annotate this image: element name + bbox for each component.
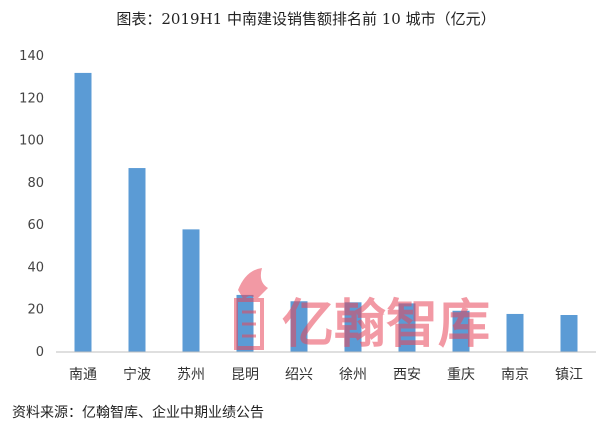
watermark: 亿翰智库	[234, 268, 490, 355]
y-tick-label: 20	[27, 303, 44, 318]
x-tick-label: 西安	[393, 367, 421, 383]
y-tick-label: 0	[36, 345, 44, 360]
bar	[560, 315, 578, 352]
bars	[74, 72, 578, 353]
bar	[128, 168, 146, 352]
y-tick-label: 80	[27, 176, 44, 191]
x-tick-label: 苏州	[177, 367, 205, 383]
bar	[398, 303, 416, 352]
source-note: 资料来源：亿翰智库、企业中期业绩公告	[12, 405, 264, 421]
x-tick-label: 宁波	[123, 366, 151, 383]
y-tick-label: 140	[19, 49, 44, 64]
x-tick-label: 镇江	[555, 367, 583, 383]
chart-title: 图表：2019H1 中南建设销售额排名前 10 城市（亿元）	[116, 10, 496, 28]
y-tick-label: 40	[27, 260, 44, 275]
x-tick-label: 南京	[501, 367, 529, 383]
bar	[344, 302, 362, 352]
y-axis-ticks: 0 20 40 60 80 100 120 140	[19, 49, 44, 360]
y-tick-label: 120	[19, 91, 44, 106]
bar	[452, 310, 470, 352]
y-tick-label: 100	[19, 134, 44, 149]
bar	[74, 72, 92, 353]
watermark-text: 亿翰智库	[282, 295, 490, 355]
bar	[182, 229, 200, 352]
x-tick-label: 南通	[69, 367, 97, 383]
x-tick-label: 徐州	[339, 367, 367, 383]
x-tick-label: 昆明	[231, 367, 259, 383]
x-tick-label: 绍兴	[285, 367, 313, 383]
bar	[506, 313, 524, 352]
watermark-logo-icon	[234, 268, 268, 350]
x-axis-labels: 南通 宁波 苏州 昆明 绍兴 徐州 西安 重庆 南京 镇江	[69, 366, 583, 383]
y-tick-label: 60	[27, 218, 44, 233]
bar	[290, 301, 308, 352]
x-tick-label: 重庆	[447, 367, 475, 383]
